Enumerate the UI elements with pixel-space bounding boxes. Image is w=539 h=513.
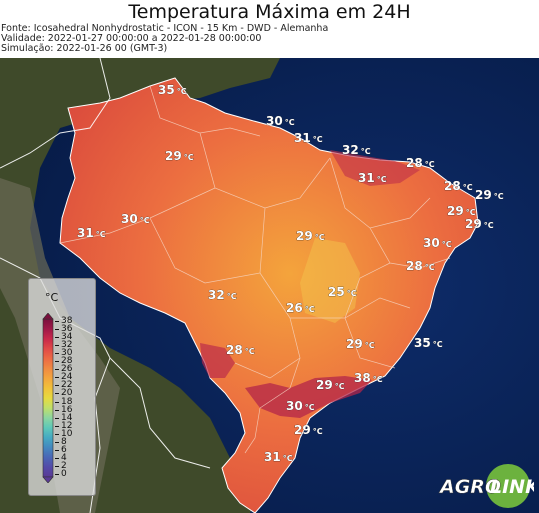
hot-zone-north	[330, 150, 420, 186]
temperature-label-mato-grosso: 32 °C	[208, 288, 237, 302]
temperature-label-es: 35 °C	[414, 336, 443, 350]
temperature-label-sp-north: 29 °C	[316, 378, 345, 392]
legend-tick: 20	[54, 388, 73, 399]
legend-tick: 28	[54, 356, 73, 367]
legend-tick: 0	[55, 468, 67, 479]
color-bar	[42, 313, 54, 483]
legend-tick: 8	[55, 436, 67, 447]
map-title: Temperatura Máxima em 24H	[128, 1, 411, 23]
legend-tick: 24	[54, 372, 73, 383]
temperature-label-mg-east: 29 °C	[346, 337, 375, 351]
legend-tick: 4	[55, 452, 67, 463]
temperature-label-bahia-center: 28 °C	[406, 259, 435, 273]
temperature-label-amapa-north: 35 °C	[158, 83, 187, 97]
agrolink-logo: AGRO LINK	[438, 464, 534, 508]
temperature-label-acre: 31 °C	[77, 226, 106, 240]
temperature-label-rn: 28 °C	[444, 179, 473, 193]
legend-tick: 16	[54, 404, 73, 415]
temperature-label-maranhao: 32 °C	[342, 143, 371, 157]
temperature-label-rs: 31 °C	[264, 450, 293, 464]
temperature-label-sp-south: 30 °C	[286, 399, 315, 413]
temperature-label-amazonas-north: 29 °C	[165, 149, 194, 163]
svg-text:LINK: LINK	[490, 476, 534, 498]
legend-tick: 14	[54, 412, 73, 423]
legend-tick: 22	[54, 380, 73, 391]
source-text: Fonte: Icosahedral Nonhydrostatic - ICON…	[1, 23, 329, 34]
temperature-label-pb: 29 °C	[447, 204, 476, 218]
temperature-label-east-coast-1: 29 °C	[475, 188, 504, 202]
temperature-label-ceara: 28 °C	[406, 156, 435, 170]
simulation-text: Simulação: 2022-01-26 00 (GMT-3)	[1, 43, 168, 54]
legend-tick: 12	[54, 420, 73, 431]
hot-zone-southeast	[245, 376, 372, 418]
temperature-label-pe: 29 °C	[465, 217, 494, 231]
legend-tick: 38	[54, 316, 73, 326]
legend-tick: 18	[54, 396, 73, 407]
temperature-label-tocantins: 29 °C	[296, 229, 325, 243]
svg-text:AGRO: AGRO	[438, 476, 501, 498]
temperature-label-pr: 29 °C	[294, 423, 323, 437]
legend-tick: 34	[54, 332, 73, 343]
temperature-label-piaui: 31 °C	[358, 171, 387, 185]
legend-tick: 2	[55, 460, 67, 471]
legend-tick: 6	[55, 444, 67, 455]
validity-text: Validade: 2022-01-27 00:00:00 a 2022-01-…	[1, 33, 262, 44]
hot-zone-ms	[200, 343, 235, 378]
legend-tick: 30	[54, 348, 73, 359]
temperature-label-belem: 31 °C	[294, 131, 323, 145]
cool-zone-center	[300, 238, 360, 323]
legend-tick: 36	[54, 324, 73, 335]
legend-tick: 10	[54, 428, 73, 439]
temperature-labels: 35 °C30 °C31 °C32 °C28 °C31 °C 28 °C29 °C29 °C29 °C…	[77, 83, 504, 465]
temperature-label-ms: 28 °C	[226, 343, 255, 357]
temperature-label-rj: 38 °C	[354, 371, 383, 385]
legend-unit: °C	[45, 291, 59, 304]
state-borders	[59, 85, 451, 454]
color-legend: °C 38 36 34 32 30 28 26 24 22 20 18 16 14 12 10 8 6 4 2 0	[28, 278, 96, 496]
temperature-label-amazonas-center: 30 °C	[121, 212, 150, 226]
legend-tick: 32	[54, 340, 73, 351]
legend-tick: 26	[54, 364, 73, 375]
temperature-label-para-north: 30 °C	[266, 114, 295, 128]
temperature-label-goias: 25 °C	[328, 285, 357, 299]
temperature-label-bahia-north: 30 °C	[423, 236, 452, 250]
temperature-label-mg-west: 26 °C	[286, 301, 315, 315]
